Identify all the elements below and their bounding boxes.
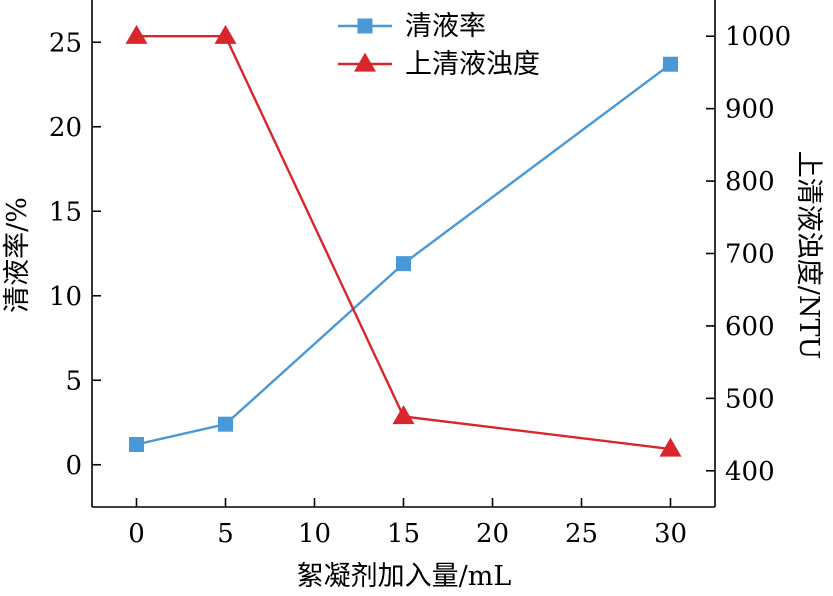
- legend-label: 清液率: [405, 11, 486, 42]
- series-2: [125, 24, 682, 457]
- left-y-tick-label: 5: [65, 366, 82, 396]
- x-axis-ticks: 0 5 10 15 20 25 30: [128, 498, 687, 549]
- right-y-axis-ticks: 400 500 600 700 800 900 1000: [706, 22, 791, 487]
- right-y-tick-label: 800: [725, 167, 775, 197]
- legend-item: 上清液浊度: [338, 49, 540, 80]
- series-1: [129, 56, 678, 452]
- legend-item: 清液率: [338, 11, 486, 42]
- data-point: [214, 24, 237, 44]
- left-y-tick-label: 20: [49, 113, 82, 143]
- x-tick-label: 5: [217, 519, 234, 549]
- left-y-tick-label: 0: [65, 451, 82, 481]
- data-point: [396, 256, 411, 272]
- left-y-tick-label: 25: [49, 28, 82, 58]
- right-y-tick-label: 900: [725, 95, 775, 125]
- data-point: [125, 24, 148, 44]
- legend-marker: [354, 52, 376, 72]
- left-y-axis-title: 清液率/%: [2, 197, 33, 313]
- x-axis-title: 絮凝剂加入量/mL: [297, 561, 512, 592]
- legend-marker: [357, 18, 373, 34]
- legend-label: 上清液浊度: [405, 49, 540, 80]
- right-y-tick-label: 1000: [725, 22, 791, 52]
- left-y-tick-label: 10: [49, 282, 82, 312]
- data-point: [663, 56, 678, 72]
- left-y-tick-label: 15: [49, 197, 82, 227]
- series-layer: [125, 24, 682, 457]
- data-point: [218, 416, 233, 432]
- right-y-tick-label: 400: [725, 457, 775, 487]
- x-tick-label: 0: [128, 519, 145, 549]
- series-line: [136, 63, 672, 446]
- right-y-tick-label: 500: [725, 384, 775, 414]
- data-point: [392, 405, 415, 425]
- right-y-tick-label: 700: [725, 240, 775, 270]
- left-y-axis-ticks: 0 5 10 15 20 25: [49, 28, 101, 481]
- series-line: [136, 35, 671, 451]
- right-y-tick-label: 600: [725, 312, 775, 342]
- data-point: [129, 436, 144, 452]
- x-tick-label: 30: [654, 519, 687, 549]
- x-tick-label: 25: [565, 519, 598, 549]
- x-tick-label: 20: [476, 519, 509, 549]
- axes-frame: [91, 0, 716, 508]
- right-y-axis-title: 上清液浊度/NTU: [793, 151, 824, 360]
- data-point: [659, 437, 682, 457]
- x-tick-label: 10: [298, 519, 331, 549]
- x-tick-label: 15: [387, 519, 420, 549]
